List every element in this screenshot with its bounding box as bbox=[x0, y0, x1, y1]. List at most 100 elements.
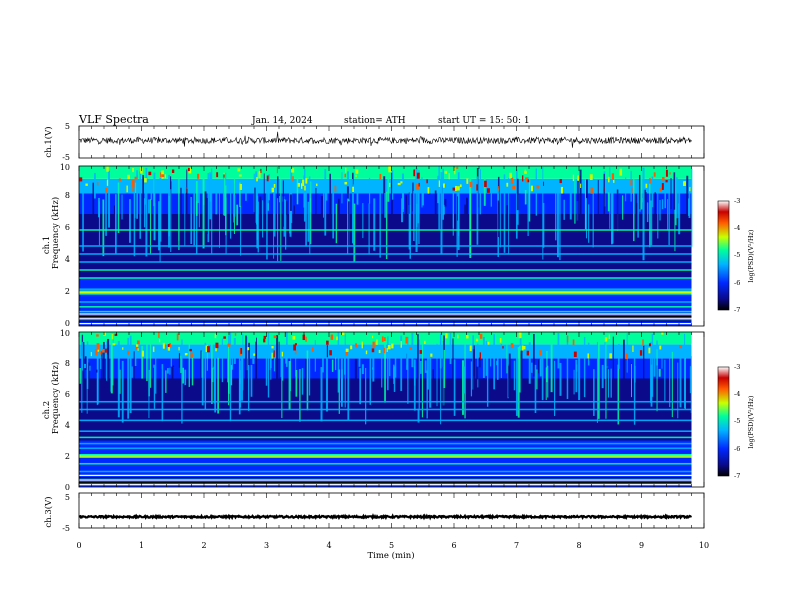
ch2-spectrogram-sferic bbox=[389, 349, 391, 377]
ch1-spectrogram-hot-spot bbox=[509, 172, 512, 179]
ch2-spectrogram-hot-spot bbox=[114, 333, 118, 337]
ch1-spectrogram-hot-spot bbox=[665, 169, 668, 177]
ch1-spectrogram-sferic bbox=[642, 167, 645, 261]
ch2-spectrogram-low-dark-line bbox=[79, 481, 692, 483]
ch2-ytick-2: 2 bbox=[65, 452, 70, 461]
ch1-spectrogram-hot-spot bbox=[619, 168, 623, 176]
ch1-spectrogram-sferic bbox=[379, 177, 381, 258]
ch1-spectrogram-hot-spot bbox=[144, 178, 147, 183]
ch1-spectrogram-hot-spot bbox=[345, 167, 347, 173]
ch2-spectrogram-sferic bbox=[241, 356, 244, 401]
ch2-spectrogram-sferic bbox=[546, 351, 548, 383]
ch1-spectrogram-sferic bbox=[170, 189, 172, 253]
ch1-spectrogram-hot-spot bbox=[379, 173, 382, 180]
ch1-spectrogram-low-dark-line bbox=[79, 315, 692, 317]
ch2-spectrogram-sferic bbox=[228, 344, 230, 406]
ch1-spectrogram-sferic bbox=[325, 187, 328, 201]
ch1-spectrogram-sferic bbox=[542, 167, 544, 260]
ch1-spectrogram-sferic bbox=[654, 192, 657, 239]
ch2-spectrogram-ticks bbox=[78, 332, 705, 487]
ch2-spectrogram-sferic bbox=[472, 349, 475, 409]
ch1-spectrogram-sferic bbox=[206, 198, 208, 234]
ch1-spectrogram-sferic bbox=[563, 199, 565, 220]
ch2-spectrogram-sferic bbox=[107, 338, 110, 387]
ch2-spectrogram-sferic bbox=[335, 357, 337, 371]
ch1-spectrogram-sferic bbox=[508, 177, 510, 255]
ch2-spectrogram-hot-spot bbox=[330, 334, 334, 340]
ch1-spectrogram-hot-spot bbox=[216, 172, 219, 178]
ch1-spectrogram-sferic bbox=[273, 193, 275, 259]
ch1-spectrogram-sferic bbox=[253, 173, 255, 213]
ch1-spectrogram-sferic bbox=[309, 176, 311, 255]
ch2-spectrogram-sferic bbox=[167, 368, 169, 374]
ch1-spectrogram-sferic bbox=[273, 187, 276, 237]
ch2-spectrogram-sferic bbox=[534, 364, 537, 413]
ch2-spectrogram-hot-spot bbox=[292, 335, 296, 340]
ch2-spectrogram-hot-spot bbox=[475, 338, 479, 342]
ch1-spectrogram-sferic bbox=[102, 199, 105, 257]
ch1-spectrogram-sferic bbox=[476, 176, 479, 245]
ch1-colorbar-tick-m3: -3 bbox=[734, 197, 740, 205]
ch1-spectrogram-sferic bbox=[609, 167, 611, 229]
ch1-spectrogram-sferic bbox=[289, 194, 292, 211]
ch2-spectrogram-sferic bbox=[172, 365, 175, 367]
time-tick-label: 5 bbox=[389, 541, 394, 550]
ch1-colorbar-tick-m5: -5 bbox=[734, 251, 740, 259]
ch2-spectrogram-sferic bbox=[170, 356, 172, 367]
ch2-spectrogram-hot-spot bbox=[263, 338, 266, 343]
ch1-spectrogram-hot-spot bbox=[662, 176, 665, 181]
ch1-spectrogram-sferic bbox=[195, 181, 198, 216]
time-axis: 0 1 2 3 4 5 6 7 8 9 10 bbox=[76, 541, 709, 550]
ch2-spectrogram-hot-spot bbox=[329, 350, 332, 356]
ch1-ytick-bottom: -5 bbox=[62, 153, 70, 162]
ch1-spectrogram-sferic bbox=[346, 186, 349, 199]
ch2-spectrogram-sferic bbox=[146, 340, 148, 382]
ch1-spectrogram-image bbox=[79, 166, 693, 326]
ch1-spectrogram-sferic bbox=[186, 189, 188, 252]
ch1-spectrogram-sferic bbox=[144, 188, 146, 205]
ch2-spectrogram-sferic bbox=[506, 337, 508, 374]
ch2-spectrogram-hot-spot bbox=[205, 345, 209, 352]
ch1-spectrogram-sferic bbox=[320, 196, 323, 238]
ch2-colorbar-tick-m3: -3 bbox=[734, 363, 740, 371]
ch2-spectrogram-sferic bbox=[669, 347, 671, 408]
ch2-spectrogram-hot-spot bbox=[679, 345, 682, 349]
ch1-spectrogram-sferic bbox=[307, 201, 310, 242]
ch2-spectrogram-sferic bbox=[606, 366, 609, 368]
ch2-spectrogram-sferic bbox=[278, 341, 280, 390]
ch1-spectrogram-sferic bbox=[405, 194, 407, 250]
ch2-spectrogram-sferic bbox=[407, 336, 409, 404]
time-tick-label: 8 bbox=[576, 541, 581, 550]
ch2-spectrogram-hot-spot bbox=[214, 334, 217, 339]
ch1-spectrogram-sferic bbox=[229, 193, 232, 239]
ch1-spectrogram-hot-spot bbox=[266, 175, 269, 182]
ch2-spectrogram-hot-spot bbox=[648, 343, 651, 347]
ch2-spectrogram-sferic bbox=[252, 358, 255, 364]
ch2-spectrogram-sferic bbox=[541, 345, 544, 401]
ch1-spectrogram-hot-spot bbox=[649, 178, 651, 184]
ch1-spectrogram-hot-spot bbox=[443, 183, 445, 188]
ch1-spectrogram-hot-spot bbox=[645, 183, 648, 188]
ch1-spectrogram-sferic bbox=[180, 187, 182, 225]
ch1-spectrogram-sferic bbox=[215, 192, 218, 215]
ch1-spectrogram-sferic bbox=[263, 173, 265, 241]
ch1-spectrogram-sferic bbox=[555, 190, 557, 241]
ch2-spectrogram-hot-spot bbox=[572, 339, 575, 346]
ch2-spectrogram-hot-spot bbox=[189, 348, 192, 352]
ch1-spectrogram-sferic bbox=[644, 192, 647, 237]
ch2-spectrogram-sferic bbox=[656, 349, 658, 412]
ch2-spectrogram-hot-spot bbox=[430, 353, 433, 357]
ch2-spectrogram-sferic bbox=[633, 347, 636, 425]
ch2-spectrogram-sferic bbox=[295, 357, 297, 377]
ch1-spectrogram-sferic bbox=[625, 177, 627, 202]
ch2-spectrogram-sferic bbox=[612, 336, 614, 425]
ch1-spectrogram-sferic bbox=[642, 197, 644, 203]
ch1-spectrogram-hot-spot bbox=[444, 170, 448, 174]
ch1-spectrogram-sferic bbox=[315, 187, 317, 242]
ch1-spectrogram-sferic bbox=[577, 178, 579, 258]
ch1-spectrogram-sferic bbox=[222, 174, 225, 216]
ch1-spectrogram-sferic bbox=[115, 194, 117, 254]
ch2-spectrogram-hot-spot bbox=[326, 340, 329, 345]
ch2-spectrogram-sferic bbox=[650, 341, 652, 403]
